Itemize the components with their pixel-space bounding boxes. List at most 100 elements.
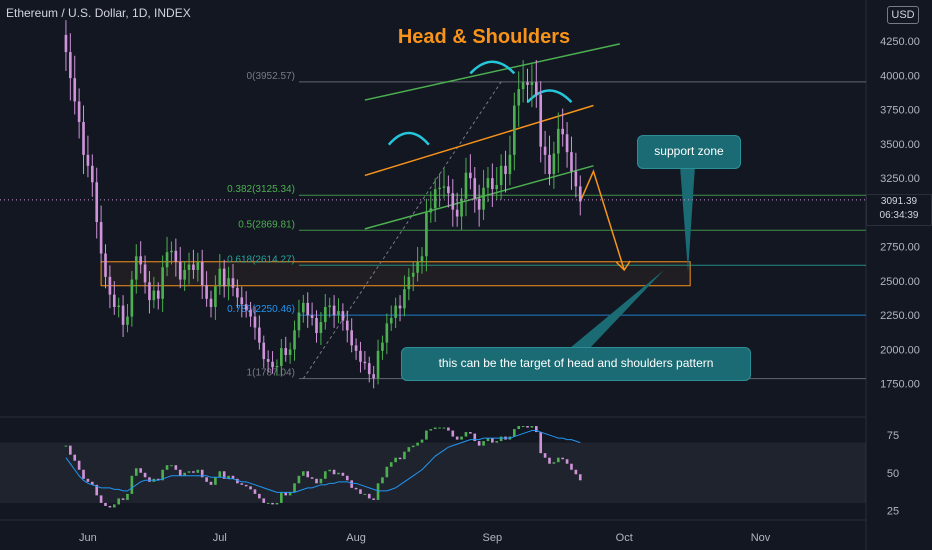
rsi-candle — [293, 483, 296, 493]
rsi-candle — [218, 471, 222, 478]
candle-body — [433, 189, 437, 209]
price-tick-label: 4000.00 — [880, 70, 920, 82]
candle-body — [284, 348, 288, 355]
candle-body — [174, 250, 178, 262]
support-zone — [100, 261, 691, 287]
rsi-candle — [565, 459, 569, 464]
candle-body — [486, 178, 490, 188]
projection-arrowhead — [615, 260, 631, 272]
rsi-candle — [139, 468, 142, 473]
rsi-candle — [455, 436, 459, 440]
candle-body — [411, 272, 415, 277]
support-callout-pointer — [680, 166, 695, 272]
rsi-candle — [126, 493, 129, 500]
candle-body — [499, 165, 503, 186]
candle-body — [315, 317, 318, 334]
candle-body — [464, 172, 468, 199]
price-tick-label: 3500.00 — [880, 139, 920, 151]
rsi-candle — [205, 477, 208, 482]
candle-body — [293, 330, 296, 350]
candle-body — [332, 305, 336, 316]
time-tick-label: Aug — [346, 532, 366, 544]
candle-body — [526, 82, 529, 85]
candles — [0, 20, 866, 389]
candle-body — [117, 305, 121, 307]
rsi-candle — [104, 502, 107, 506]
fib-level-label: 0.5(2869.81) — [238, 219, 295, 230]
price-tick-label: 2000.00 — [880, 344, 920, 356]
candle-body — [165, 252, 169, 268]
rsi-candle — [227, 475, 230, 479]
candle-body — [231, 278, 235, 288]
candle-body — [240, 297, 244, 305]
rsi-candle — [539, 432, 543, 454]
rsi-candle — [214, 477, 217, 485]
time-tick-label: Oct — [616, 532, 633, 544]
rsi-candle — [543, 453, 547, 458]
rsi-candle — [315, 478, 318, 484]
rsi-candle — [372, 498, 375, 500]
candle-body — [561, 128, 564, 135]
candle-body — [121, 305, 125, 325]
candle-body — [73, 78, 77, 102]
time-tick-label: Jul — [213, 532, 227, 544]
candle-body — [407, 276, 411, 290]
candle-body — [82, 121, 85, 155]
currency-badge[interactable]: USD — [887, 6, 919, 24]
candle-body — [244, 304, 248, 310]
candle-body — [297, 312, 301, 331]
rsi-candle — [521, 426, 525, 428]
rsi-candle — [306, 471, 310, 478]
rsi-candle — [165, 465, 169, 470]
candle-body — [152, 290, 156, 301]
rsi-candle — [367, 493, 371, 499]
candle-body — [556, 128, 560, 154]
candle-body — [99, 222, 103, 254]
candle-body — [86, 154, 90, 166]
rsi-candle — [271, 502, 274, 505]
price-tick-label: 4250.00 — [880, 36, 920, 48]
candle-body — [372, 374, 375, 379]
fib-level-label: 0.382(3125.34) — [227, 184, 295, 195]
rsi-candle — [196, 469, 200, 473]
candle-body — [363, 361, 367, 364]
rsi-candle — [192, 471, 195, 473]
rsi-candle — [398, 457, 402, 460]
rsi-candle — [473, 433, 477, 442]
rsi-candle — [266, 502, 270, 504]
rsi-candle — [64, 445, 68, 447]
left-shoulder-arc — [387, 131, 430, 146]
candle-body — [460, 198, 463, 217]
rsi-candle — [447, 427, 450, 431]
rsi-candle — [174, 465, 178, 470]
candle-body — [482, 187, 485, 210]
candle-body — [508, 154, 512, 175]
candle-body — [258, 327, 261, 343]
rsi-candle — [363, 493, 367, 495]
candle-body — [350, 330, 353, 346]
candle-body — [359, 350, 362, 362]
candle-body — [209, 298, 213, 307]
candle-body — [271, 361, 274, 368]
candle-body — [469, 172, 472, 179]
price-tick-label: 3750.00 — [880, 105, 920, 117]
candle-body — [104, 253, 107, 277]
neckline — [364, 104, 594, 177]
candle-body — [495, 185, 499, 190]
rsi-candle — [130, 475, 134, 494]
candle-body — [90, 165, 94, 183]
rsi-smoothed-line — [65, 430, 581, 493]
rsi-candle — [438, 427, 441, 429]
rsi-candle — [425, 430, 428, 440]
rsi-panel: 25 50 75 — [0, 426, 899, 517]
rsi-candle — [209, 481, 213, 485]
rsi-candle — [574, 469, 578, 475]
rsi-candle — [143, 472, 147, 478]
candle-body — [302, 302, 305, 313]
candle-body — [214, 286, 217, 307]
rsi-candle — [288, 492, 292, 496]
candle-body — [447, 186, 450, 194]
rsi-candle — [332, 469, 336, 475]
candle-body — [367, 363, 371, 375]
